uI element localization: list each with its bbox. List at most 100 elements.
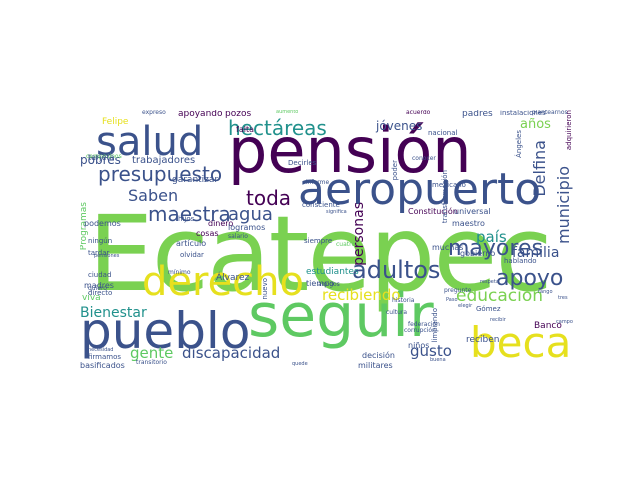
cloud-word: hablando bbox=[504, 257, 537, 265]
cloud-word: campesinos bbox=[86, 153, 122, 160]
cloud-word: Felipe bbox=[102, 117, 129, 127]
cloud-word: maestra bbox=[148, 202, 231, 226]
cloud-word: militares bbox=[358, 361, 393, 370]
cloud-word: trabajadores bbox=[132, 155, 196, 166]
cloud-word: salud bbox=[96, 119, 204, 165]
cloud-word: decisión bbox=[362, 351, 395, 360]
cloud-word: ciudad bbox=[88, 271, 112, 279]
cloud-word: consciente bbox=[302, 201, 340, 209]
cloud-word: mínimo bbox=[168, 269, 191, 276]
cloud-word: madres bbox=[84, 281, 114, 290]
cloud-word: gobierno bbox=[460, 249, 496, 258]
cloud-word: niños bbox=[408, 341, 430, 350]
cloud-word: mexicano bbox=[432, 181, 466, 189]
word-cloud: Ecatepec pensión seguir pueblo beca dere… bbox=[80, 110, 580, 370]
cloud-word: falta bbox=[236, 125, 254, 134]
cloud-word: tardar bbox=[88, 249, 110, 257]
cloud-word: Banco bbox=[534, 321, 562, 331]
cloud-word: basificados bbox=[80, 361, 125, 370]
cloud-word: pobres bbox=[80, 153, 121, 167]
cloud-word: podemos bbox=[84, 219, 121, 228]
cloud-word: gente bbox=[130, 344, 174, 362]
cloud-word: estudiantes bbox=[306, 267, 359, 277]
cloud-word: pensión bbox=[228, 114, 472, 187]
cloud-word: Álvarez bbox=[216, 273, 250, 283]
cloud-word: aumento bbox=[276, 110, 299, 115]
cloud-word: ningún bbox=[88, 237, 113, 245]
cloud-word: universal bbox=[454, 207, 491, 216]
cloud-word: personas bbox=[351, 202, 367, 266]
cloud-word: firmamos bbox=[88, 353, 122, 361]
cloud-word: garantizar bbox=[172, 175, 219, 185]
cloud-word: discapacidad bbox=[182, 344, 281, 362]
cloud-word: pensiones bbox=[94, 253, 120, 259]
cloud-word: adquirieron bbox=[565, 110, 573, 151]
cloud-word: años bbox=[520, 117, 551, 132]
cloud-word: Gómez bbox=[476, 305, 501, 313]
cloud-word: siempre bbox=[304, 237, 333, 245]
cloud-word: hectáreas bbox=[228, 116, 327, 140]
cloud-word: pueblo bbox=[80, 302, 251, 360]
cloud-word: quiero bbox=[88, 285, 107, 292]
cloud-word: cultura bbox=[386, 309, 408, 316]
cloud-word: olvidar bbox=[180, 251, 204, 259]
cloud-word: Ángeles bbox=[515, 130, 523, 158]
cloud-word: viva bbox=[82, 293, 101, 303]
cloud-word: derecho bbox=[142, 259, 304, 305]
cloud-word: Constitución bbox=[408, 207, 458, 216]
cloud-word: apoyando bbox=[178, 110, 223, 119]
cloud-word: maestro bbox=[452, 219, 485, 228]
cloud-word: transitorio bbox=[136, 359, 167, 366]
cloud-word: significa bbox=[326, 209, 347, 215]
cloud-word: seguir bbox=[248, 281, 434, 351]
cloud-word: federación bbox=[408, 321, 440, 328]
cloud-word: recibiendo bbox=[322, 286, 401, 304]
cloud-word: acuerdo bbox=[406, 110, 431, 116]
cloud-word: Bienestar bbox=[80, 305, 147, 321]
cloud-word: toda bbox=[246, 186, 292, 210]
cloud-word: amigos bbox=[318, 281, 340, 288]
cloud-word: Decirles bbox=[288, 159, 317, 167]
cloud-word: informe bbox=[306, 179, 330, 186]
cloud-word: buena bbox=[430, 357, 446, 363]
cloud-word: Paso bbox=[446, 297, 458, 303]
cloud-word: Ecatepec bbox=[88, 193, 553, 315]
cloud-word: conocer bbox=[412, 155, 436, 162]
cloud-word: Delfina bbox=[530, 140, 549, 197]
cloud-word: municipio bbox=[554, 166, 573, 244]
cloud-word: tiempo bbox=[306, 279, 335, 288]
cloud-word: salario bbox=[228, 233, 248, 240]
cloud-word: beca bbox=[470, 318, 572, 367]
cloud-word: poder bbox=[391, 160, 399, 181]
cloud-word: nacional bbox=[428, 129, 458, 137]
cloud-word: directo bbox=[88, 289, 113, 297]
cloud-word: nuevo bbox=[261, 278, 269, 300]
cloud-word: tres bbox=[558, 295, 568, 301]
cloud-word: gusto bbox=[410, 342, 452, 360]
cloud-word: tarjeta bbox=[88, 153, 115, 162]
cloud-word: familia bbox=[512, 245, 560, 261]
cloud-word: transformación bbox=[441, 170, 449, 224]
cloud-word: país bbox=[476, 228, 507, 246]
cloud-word: instalaciones bbox=[500, 110, 546, 117]
cloud-word: quede bbox=[292, 361, 308, 367]
cloud-word: adultos bbox=[352, 256, 441, 284]
cloud-word: elegir bbox=[458, 303, 473, 309]
cloud-word: rango bbox=[538, 289, 553, 295]
cloud-word: pozos bbox=[225, 110, 252, 119]
cloud-word: recibir bbox=[490, 317, 506, 323]
cloud-word: campo bbox=[556, 319, 573, 325]
cloud-word: plantearnos bbox=[532, 110, 568, 116]
cloud-word: cuatro bbox=[336, 241, 356, 248]
cloud-word: agua bbox=[228, 204, 273, 225]
cloud-word: educación bbox=[456, 286, 544, 306]
cloud-word: expreso bbox=[142, 110, 166, 116]
cloud-word: pregunte bbox=[444, 287, 472, 294]
cloud-word: jóvenes bbox=[376, 119, 423, 133]
cloud-word: presupuesto bbox=[98, 162, 223, 186]
cloud-word: cosas bbox=[196, 229, 219, 238]
cloud-word: respeta bbox=[480, 279, 499, 285]
cloud-word: corrupción bbox=[404, 327, 436, 334]
cloud-word: historia bbox=[392, 297, 415, 304]
cloud-word: necesidad bbox=[88, 347, 114, 353]
